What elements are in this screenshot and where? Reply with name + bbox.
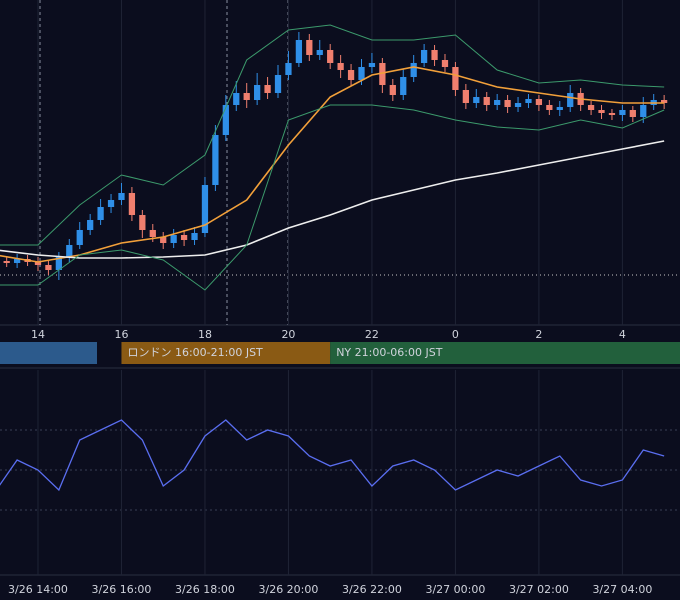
candle-body <box>3 261 10 263</box>
candle-body <box>514 103 522 107</box>
candle-body <box>191 233 198 240</box>
candle-body <box>640 105 647 117</box>
candle-body <box>587 105 595 110</box>
candle-body <box>306 40 313 55</box>
rsi-line <box>0 419 665 492</box>
candle-body <box>629 110 636 117</box>
candle-body <box>97 207 104 220</box>
indicator-line <box>0 140 665 259</box>
candle-body <box>327 50 334 63</box>
candle-body <box>316 50 323 55</box>
candle-body <box>494 100 501 105</box>
candle-body <box>567 93 574 107</box>
x-tick-label: 3/27 02:00 <box>509 583 569 596</box>
candle-body <box>619 110 626 115</box>
x-tick-label: 4 <box>619 328 626 341</box>
x-tick-label: 14 <box>31 328 45 341</box>
candle-body <box>55 257 62 270</box>
candle-body <box>201 185 209 233</box>
candle-body <box>379 63 386 85</box>
x-tick-label: 3/26 14:00 <box>8 583 68 596</box>
candle-body <box>473 97 480 103</box>
tokyo-session <box>0 342 97 364</box>
x-tick-label: 3/27 00:00 <box>425 583 485 596</box>
x-tick-label: 3/27 04:00 <box>592 583 652 596</box>
session-label: NY 21:00-06:00 JST <box>336 346 443 359</box>
candle-body <box>222 105 229 135</box>
candle-body <box>254 85 261 100</box>
candle-body <box>118 193 125 200</box>
candle-body <box>285 63 292 75</box>
candle-body <box>608 113 616 115</box>
x-tick-label: 22 <box>365 328 379 341</box>
indicator-line <box>0 24 665 246</box>
candle-body <box>295 40 303 63</box>
x-tick-label: 20 <box>281 328 295 341</box>
x-tick-label: 3/26 18:00 <box>175 583 235 596</box>
candle-body <box>149 230 156 237</box>
candle-body <box>420 50 428 63</box>
candle-body <box>274 75 282 93</box>
candle-body <box>76 230 83 245</box>
x-tick-label: 2 <box>535 328 542 341</box>
candle-body <box>34 262 42 265</box>
indicator-line <box>0 104 665 291</box>
candle-body <box>483 97 490 105</box>
x-tick-label: 16 <box>114 328 128 341</box>
candle-body <box>139 215 146 230</box>
x-tick-label: 3/26 16:00 <box>92 583 152 596</box>
candle-body <box>462 90 469 103</box>
candle-body <box>128 193 136 215</box>
candle-body <box>368 63 376 67</box>
candle-body <box>546 105 553 110</box>
candle-body <box>347 70 355 80</box>
indicator-line <box>0 66 665 263</box>
candle-body <box>337 63 344 70</box>
candle-body <box>441 60 449 67</box>
candle-body <box>160 237 167 243</box>
session-label: ロンドン 16:00-21:00 JST <box>127 346 263 359</box>
candle-body <box>504 100 511 107</box>
x-tick-label: 3/26 22:00 <box>342 583 402 596</box>
candle-body <box>661 100 668 103</box>
candle-body <box>598 110 605 113</box>
session-band <box>121 342 331 364</box>
x-tick-label: 0 <box>452 328 459 341</box>
candle-body <box>170 235 177 243</box>
candle-body <box>389 85 396 95</box>
candle-body <box>233 93 240 105</box>
session-band <box>330 342 680 364</box>
candle-body <box>400 77 407 95</box>
candle-body <box>13 259 21 263</box>
candle-body <box>243 93 250 100</box>
candle-body <box>358 67 365 80</box>
candle-body <box>452 67 459 90</box>
candle-body <box>264 85 271 93</box>
candle-body <box>45 265 52 270</box>
candle-body <box>180 235 188 240</box>
candle-body <box>431 50 438 60</box>
candle-body <box>556 107 563 110</box>
x-tick-label: 3/26 20:00 <box>258 583 318 596</box>
candle-body <box>535 99 543 105</box>
x-tick-label: 18 <box>198 328 212 341</box>
candle-body <box>66 245 73 257</box>
candle-body <box>410 63 417 77</box>
candle-body <box>107 200 115 207</box>
candle-body <box>87 220 94 230</box>
candle-body <box>212 135 219 185</box>
candle-body <box>525 99 532 103</box>
